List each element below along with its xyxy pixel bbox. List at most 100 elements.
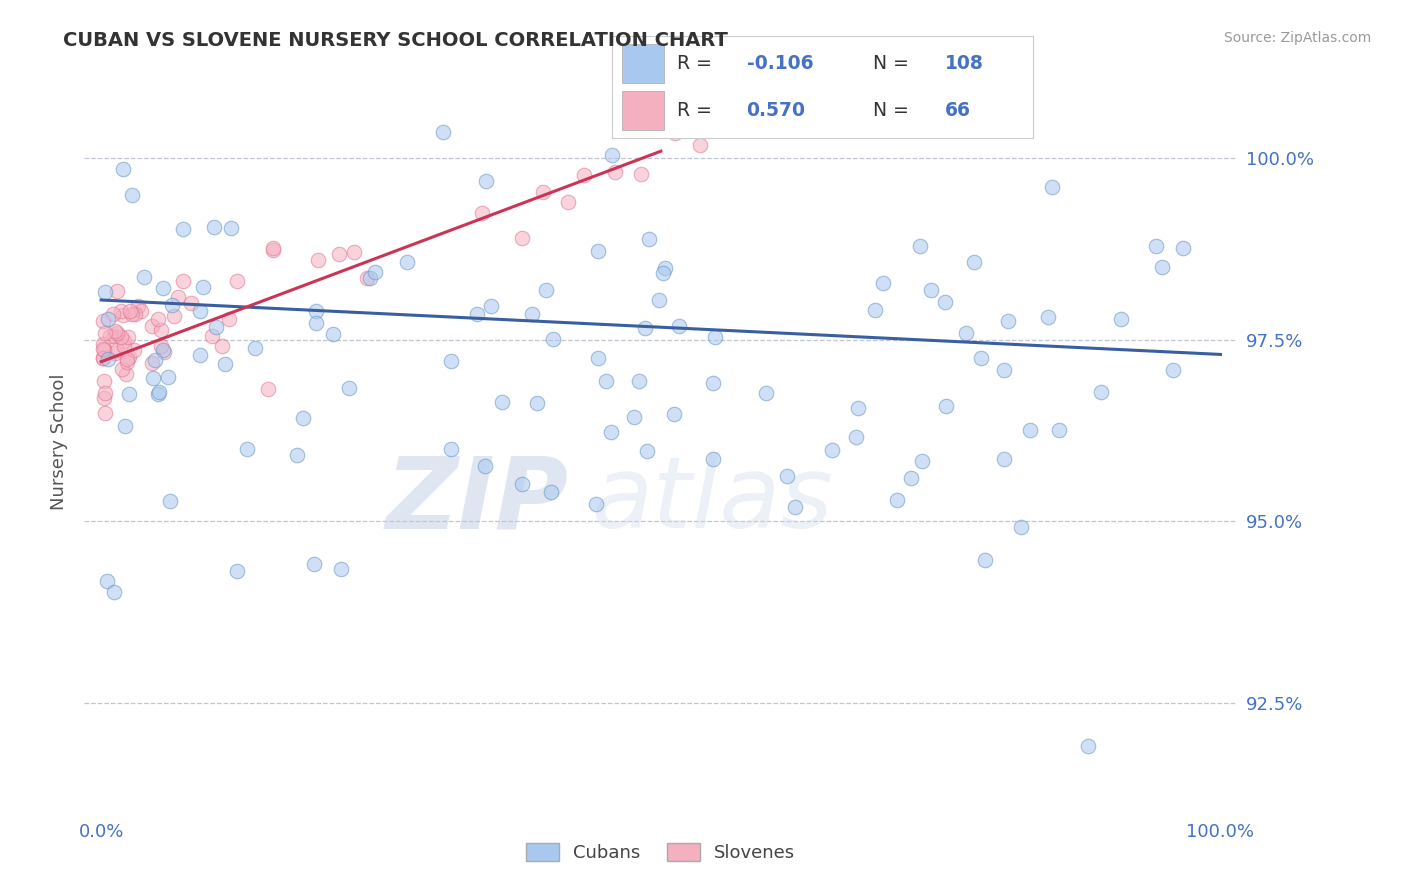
Point bbox=[214, 357, 236, 371]
Point bbox=[1036, 310, 1059, 325]
Point bbox=[1144, 239, 1167, 253]
Point bbox=[148, 384, 170, 399]
Point bbox=[863, 302, 886, 317]
Point bbox=[110, 304, 132, 318]
Point bbox=[219, 221, 242, 235]
Point bbox=[121, 307, 143, 321]
Point bbox=[465, 307, 488, 321]
Point bbox=[627, 374, 650, 388]
Point bbox=[474, 174, 496, 188]
Point bbox=[291, 411, 314, 425]
Point bbox=[1090, 385, 1112, 400]
Point bbox=[211, 339, 233, 353]
Point bbox=[124, 307, 146, 321]
Point bbox=[263, 240, 285, 254]
Point bbox=[648, 293, 671, 308]
Point bbox=[603, 165, 626, 179]
Point bbox=[599, 425, 621, 440]
Point bbox=[93, 326, 115, 340]
Point bbox=[100, 329, 122, 343]
Point bbox=[1161, 363, 1184, 377]
Point bbox=[302, 557, 325, 571]
Text: 108: 108 bbox=[945, 54, 984, 73]
Point bbox=[512, 230, 534, 244]
Point bbox=[920, 283, 942, 297]
Y-axis label: Nursery School: Nursery School bbox=[51, 373, 69, 510]
Point bbox=[534, 283, 557, 297]
Point bbox=[115, 351, 138, 366]
Point bbox=[93, 385, 115, 400]
Point bbox=[112, 338, 135, 352]
Point bbox=[664, 126, 686, 140]
Point bbox=[623, 410, 645, 425]
Point bbox=[117, 330, 139, 344]
Point bbox=[112, 334, 135, 348]
Point bbox=[152, 343, 174, 357]
Point bbox=[142, 371, 165, 385]
Point bbox=[702, 376, 724, 390]
Point bbox=[755, 386, 778, 401]
Point bbox=[143, 352, 166, 367]
Point bbox=[162, 297, 184, 311]
Point bbox=[364, 264, 387, 278]
Point bbox=[491, 395, 513, 409]
Point bbox=[638, 232, 661, 246]
Point bbox=[588, 244, 610, 259]
Point bbox=[97, 312, 120, 326]
Point bbox=[308, 253, 330, 268]
Point bbox=[172, 222, 194, 236]
Point bbox=[359, 270, 381, 285]
Point bbox=[934, 295, 956, 310]
Point bbox=[531, 185, 554, 199]
Point bbox=[285, 448, 308, 462]
Point bbox=[654, 261, 676, 276]
Point bbox=[104, 345, 127, 359]
Point bbox=[970, 351, 993, 365]
Point bbox=[114, 367, 136, 381]
Point bbox=[342, 244, 364, 259]
Point bbox=[356, 270, 378, 285]
Point bbox=[634, 321, 657, 335]
Point bbox=[474, 458, 496, 473]
Point bbox=[572, 169, 595, 183]
Point bbox=[846, 401, 869, 415]
Point bbox=[104, 325, 127, 339]
Point bbox=[955, 326, 977, 341]
Point bbox=[115, 355, 138, 369]
Point bbox=[93, 342, 115, 356]
Point bbox=[471, 206, 494, 220]
Point bbox=[93, 391, 115, 405]
Point bbox=[337, 381, 360, 395]
Text: CUBAN VS SLOVENE NURSERY SCHOOL CORRELATION CHART: CUBAN VS SLOVENE NURSERY SCHOOL CORRELAT… bbox=[63, 31, 728, 50]
Point bbox=[522, 307, 544, 321]
Point bbox=[111, 308, 134, 322]
Text: R =: R = bbox=[678, 101, 711, 120]
Point bbox=[440, 442, 463, 456]
Text: Source: ZipAtlas.com: Source: ZipAtlas.com bbox=[1223, 31, 1371, 45]
Point bbox=[588, 351, 610, 365]
Point bbox=[118, 350, 141, 364]
Point bbox=[908, 238, 931, 252]
Point bbox=[585, 497, 607, 511]
Point bbox=[141, 319, 163, 334]
Point bbox=[191, 280, 214, 294]
Point bbox=[201, 329, 224, 343]
Point bbox=[127, 299, 149, 313]
Point bbox=[872, 276, 894, 290]
Point bbox=[662, 407, 685, 421]
Point bbox=[512, 477, 534, 491]
Point bbox=[322, 326, 344, 341]
Point bbox=[262, 243, 284, 257]
Point bbox=[96, 574, 118, 589]
Point bbox=[479, 299, 502, 313]
Point bbox=[900, 471, 922, 485]
Point bbox=[149, 339, 172, 353]
Point bbox=[783, 500, 806, 514]
Point bbox=[993, 451, 1015, 466]
Point bbox=[997, 314, 1019, 328]
Point bbox=[120, 303, 142, 318]
Point bbox=[1077, 739, 1099, 753]
Point bbox=[121, 187, 143, 202]
Point bbox=[305, 304, 328, 318]
Point bbox=[329, 562, 352, 576]
